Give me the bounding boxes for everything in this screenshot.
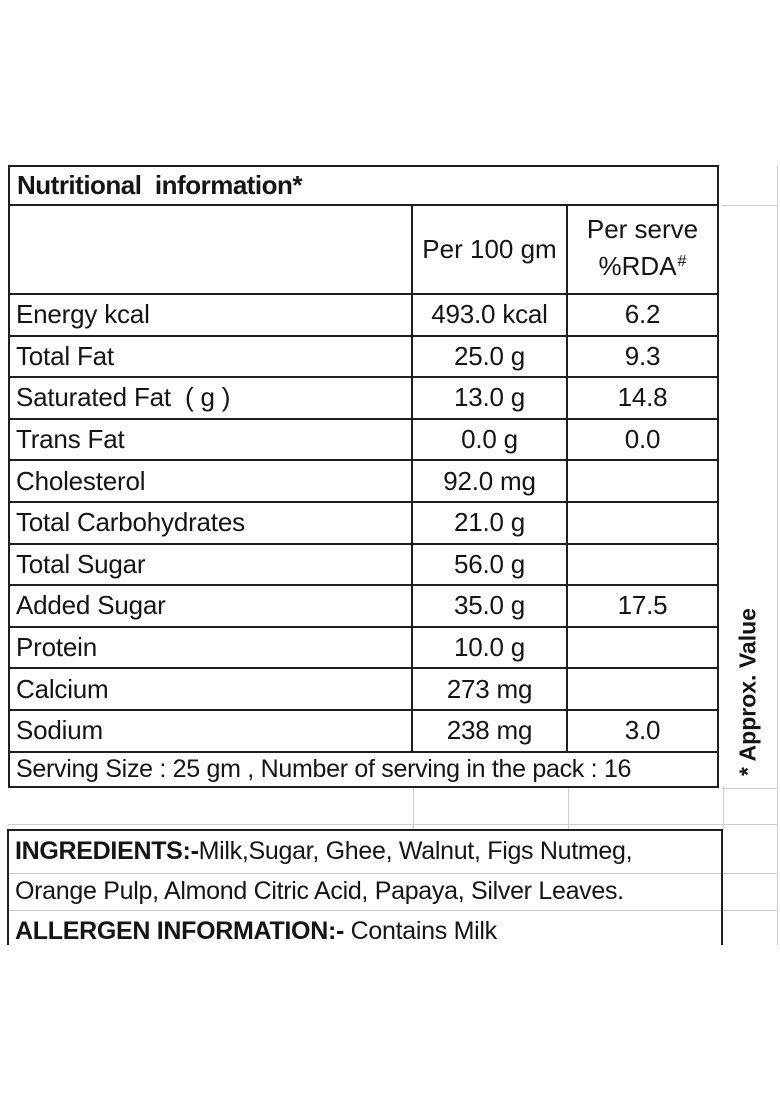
header-per-serve-label: Per serve	[586, 213, 699, 244]
nutrient-label: Added Sugar	[10, 586, 413, 626]
per-100gm-value: 13.0 g	[413, 378, 568, 418]
table-row-total-carbohydrates: Total Carbohydrates 21.0 g	[10, 502, 717, 545]
per-100gm-value: 0.0 g	[413, 419, 568, 460]
gridline-gap-col1	[413, 786, 414, 829]
rda-value: 9.3	[624, 340, 661, 371]
ingredients-line-2: Orange Pulp, Almond Citric Acid, Papaya,…	[15, 871, 721, 911]
ingredients-text-1: Milk,Sugar, Ghee, Walnut, Figs Nutmeg,	[198, 836, 633, 865]
per-100gm-value: 273 mg	[413, 669, 568, 709]
table-row-total-fat: Total Fat 25.0 g 9.3	[10, 336, 717, 379]
table-row-total-sugar: Total Sugar 56.0 g	[10, 544, 717, 587]
per-100gm-value: 238 mg	[413, 710, 568, 751]
gridline-ingredients-row1	[8, 873, 778, 874]
rda-value	[568, 503, 717, 543]
rda-value: 6.2	[624, 299, 661, 330]
header-per-serve-cell: Per serve %RDA#	[568, 206, 717, 293]
gridline-gap-col2	[568, 786, 569, 829]
per-100gm-value: 10.0 g	[413, 627, 568, 668]
serving-size-note: Serving Size : 25 gm , Number of serving…	[16, 754, 632, 783]
per-100gm-value: 56.0 g	[413, 544, 568, 585]
rda-value	[568, 461, 717, 501]
rda-value	[568, 669, 717, 709]
nutrient-label: Sodium	[10, 710, 413, 751]
nutrient-label: Energy kcal	[10, 295, 413, 335]
gridline-right-strip-serving	[722, 788, 778, 789]
serving-size-row: Serving Size : 25 gm , Number of serving…	[10, 753, 717, 786]
gridline-gap-col3	[723, 786, 724, 829]
rda-superscript: #	[677, 252, 687, 270]
table-row-protein: Protein 10.0 g	[10, 627, 717, 670]
nutrient-label: Protein	[10, 627, 413, 668]
header-per-100gm-cell: Per 100 gm	[413, 206, 568, 293]
approx-value-note: * Approx. Value	[734, 608, 761, 776]
allergen-line: ALLERGEN INFORMATION:- Contains Milk	[15, 911, 721, 945]
per-100gm-value: 25.0 g	[413, 336, 568, 377]
rda-value: 3.0	[624, 715, 661, 746]
table-row-energy: Energy kcal 493.0 kcal 6.2	[10, 295, 717, 337]
table-header-row: Per 100 gm Per serve %RDA#	[10, 206, 717, 295]
ingredients-line-1: INGREDIENTS:- Milk,Sugar, Ghee, Walnut, F…	[15, 831, 721, 871]
gridline-above-ingredients	[8, 824, 778, 825]
per-100gm-value: 21.0 g	[413, 502, 568, 543]
table-row-cholesterol: Cholesterol 92.0 mg	[10, 461, 717, 503]
rda-value	[568, 545, 717, 585]
table-row-calcium: Calcium 273 mg	[10, 669, 717, 711]
table-row-saturated-fat: Saturated Fat ( g ) 13.0 g 14.8	[10, 378, 717, 420]
table-title: Nutritional information*	[17, 170, 303, 200]
header-nutrient-cell	[10, 206, 413, 293]
header-per-100gm-label: Per 100 gm	[422, 234, 557, 264]
per-100gm-value: 35.0 g	[413, 586, 568, 626]
nutrient-label: Total Carbohydrates	[10, 502, 413, 543]
rda-text: %RDA	[598, 250, 677, 281]
nutrient-label: Total Sugar	[10, 544, 413, 585]
allergen-label: ALLERGEN INFORMATION:-	[15, 916, 345, 945]
ingredients-text-2: Orange Pulp, Almond Citric Acid, Papaya,…	[15, 876, 624, 905]
per-100gm-value: 493.0 kcal	[413, 295, 568, 335]
rda-value: 14.8	[617, 382, 668, 413]
gridline-right-strip-top	[722, 205, 778, 206]
table-row-sodium: Sodium 238 mg 3.0	[10, 710, 717, 753]
header-rda-label: %RDA#	[599, 248, 687, 289]
nutrient-label: Total Fat	[10, 336, 413, 377]
table-row-added-sugar: Added Sugar 35.0 g 17.5	[10, 586, 717, 628]
table-row-trans-fat: Trans Fat 0.0 g 0.0	[10, 419, 717, 462]
table-title-row: Nutritional information*	[10, 167, 717, 206]
gridline-right-edge	[777, 165, 778, 945]
rda-value: 17.5	[617, 590, 668, 621]
allergen-text: Contains Milk	[344, 916, 497, 945]
ingredients-allergen-box: INGREDIENTS:- Milk,Sugar, Ghee, Walnut, F…	[7, 829, 723, 945]
nutrient-label: Trans Fat	[10, 419, 413, 460]
gridline-ingredients-row2	[8, 910, 778, 911]
per-100gm-value: 92.0 mg	[413, 461, 568, 501]
rda-value	[568, 628, 717, 668]
nutrient-label: Saturated Fat ( g )	[10, 378, 413, 418]
rda-value: 0.0	[624, 424, 661, 455]
nutrition-table: Nutritional information* Per 100 gm Per …	[8, 165, 719, 788]
nutrient-label: Cholesterol	[10, 461, 413, 501]
ingredients-label: INGREDIENTS:-	[15, 836, 199, 865]
nutrient-label: Calcium	[10, 669, 413, 709]
